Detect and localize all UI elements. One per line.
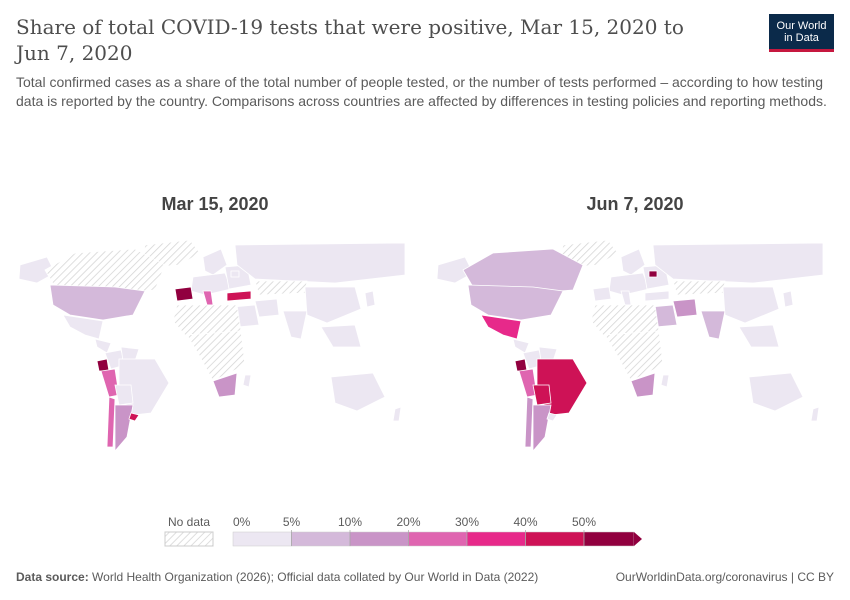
legend-tick: 50% — [572, 515, 596, 529]
footer-link[interactable]: OurWorldinData.org/coronavirus | CC BY — [615, 570, 834, 584]
legend-tick: 5% — [283, 515, 301, 529]
country-spain[interactable] — [174, 286, 194, 302]
legend-no-data-swatch — [164, 531, 214, 547]
country-central-america[interactable] — [94, 338, 112, 354]
country-russia[interactable] — [234, 242, 406, 284]
country-mexico[interactable] — [62, 314, 104, 340]
country-china[interactable] — [304, 286, 362, 324]
country-iran[interactable] — [254, 298, 280, 318]
country-chile[interactable] — [106, 396, 116, 448]
logo-line-2: in Data — [784, 32, 819, 44]
country-north-africa[interactable] — [590, 304, 660, 336]
country-bolivia[interactable] — [532, 384, 552, 406]
country-uruguay[interactable] — [546, 412, 558, 422]
country-north-africa[interactable] — [172, 304, 242, 336]
legend-bin-2[interactable] — [349, 531, 409, 547]
country-southeast-asia[interactable] — [320, 324, 362, 348]
country-turkey[interactable] — [644, 290, 670, 302]
legend-no-data-label: No data — [168, 515, 210, 529]
legend-tick: 30% — [455, 515, 479, 529]
country-italy[interactable] — [202, 290, 214, 306]
country-united-states[interactable] — [49, 284, 146, 321]
country-japan[interactable] — [782, 290, 794, 308]
country-iran[interactable] — [672, 298, 698, 318]
legend-bin-5[interactable] — [525, 531, 585, 547]
country-japan[interactable] — [364, 290, 376, 308]
country-new-zealand[interactable] — [810, 406, 820, 422]
country-australia[interactable] — [330, 372, 386, 412]
country-mexico[interactable] — [480, 314, 522, 340]
country-alaska[interactable] — [18, 256, 56, 284]
chart-subtitle: Total confirmed cases as a share of the … — [16, 74, 827, 109]
country-madagascar[interactable] — [242, 374, 252, 388]
source-text[interactable]: World Health Organization (2026); Offici… — [92, 570, 539, 584]
country-italy[interactable] — [620, 290, 632, 306]
map-mar-15 — [18, 239, 406, 453]
country-southeast-asia[interactable] — [738, 324, 780, 348]
country-chile[interactable] — [524, 396, 534, 448]
chart-title: Share of total COVID-19 tests that were … — [16, 15, 684, 65]
country-alaska[interactable] — [436, 256, 474, 284]
country-central-america[interactable] — [512, 338, 530, 354]
country-turkey[interactable] — [226, 290, 252, 302]
color-legend: No data 0% 5% 10% 20% 30% 40% 50% — [0, 510, 850, 555]
country-south-africa[interactable] — [212, 372, 238, 398]
country-india[interactable] — [282, 310, 308, 340]
footer: Data source: World Health Organization (… — [16, 570, 834, 584]
country-ecuador[interactable] — [96, 358, 110, 372]
country-ecuador[interactable] — [514, 358, 528, 372]
country-uruguay[interactable] — [128, 412, 140, 422]
legend-bin-4[interactable] — [466, 531, 526, 547]
country-south-africa[interactable] — [630, 372, 656, 398]
country-new-zealand[interactable] — [392, 406, 402, 422]
source-label: Data source: — [16, 570, 89, 584]
legend-tick: 40% — [513, 515, 537, 529]
map-1-date: Mar 15, 2020 — [161, 194, 269, 214]
country-argentina[interactable] — [114, 404, 134, 453]
legend-scale: No data 0% 5% 10% 20% 30% 40% 50% — [164, 515, 642, 547]
country-united-states[interactable] — [467, 284, 564, 321]
country-madagascar[interactable] — [660, 374, 670, 388]
owid-logo[interactable]: Our World in Data — [769, 14, 834, 52]
country-australia[interactable] — [748, 372, 804, 412]
country-belarus[interactable] — [230, 270, 240, 278]
map-jun-7 — [436, 239, 824, 453]
logo-line-1: Our World — [776, 20, 827, 32]
country-scandinavia[interactable] — [202, 248, 228, 276]
legend-bin-6[interactable] — [583, 531, 635, 547]
legend-bin-3[interactable] — [408, 531, 468, 547]
country-china[interactable] — [722, 286, 780, 324]
world-maps — [18, 239, 824, 453]
country-kazakhstan[interactable] — [254, 280, 308, 296]
country-spain[interactable] — [592, 286, 612, 302]
legend-tick: 10% — [338, 515, 362, 529]
legend-arrow — [634, 532, 642, 546]
country-kazakhstan[interactable] — [672, 280, 726, 296]
map-2-date: Jun 7, 2020 — [586, 194, 684, 214]
legend-tick: 20% — [396, 515, 420, 529]
country-central-africa[interactable] — [186, 330, 246, 382]
country-argentina[interactable] — [532, 404, 552, 453]
country-india[interactable] — [700, 310, 726, 340]
country-bolivia[interactable] — [114, 384, 134, 406]
legend-tick: 0% — [233, 515, 251, 529]
legend-bin-1[interactable] — [291, 531, 351, 547]
country-belarus[interactable] — [648, 270, 658, 278]
country-central-africa[interactable] — [604, 330, 664, 382]
country-scandinavia[interactable] — [620, 248, 646, 276]
legend-bin-0[interactable] — [232, 531, 292, 547]
maps-area: Mar 15, 2020 Jun 7, 2020 — [0, 180, 850, 510]
country-russia[interactable] — [652, 242, 824, 284]
